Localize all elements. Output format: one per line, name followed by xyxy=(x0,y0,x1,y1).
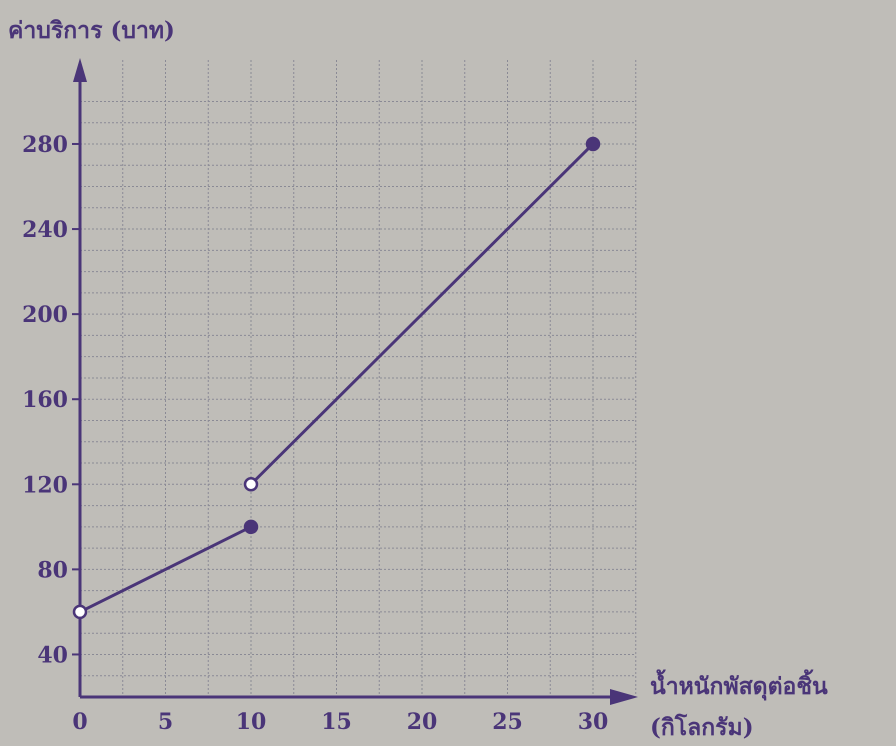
y-tick-label: 120 xyxy=(22,472,68,498)
closed-point xyxy=(585,136,601,152)
x-tick-label: 0 xyxy=(72,709,87,735)
y-tick-label: 280 xyxy=(22,132,68,158)
open-point xyxy=(243,477,259,492)
tick-labels: 40 80 120 160 200 240 280 0 5 10 15 20 25 30 xyxy=(22,132,608,735)
closed-point xyxy=(243,519,259,535)
x-tick-label: 10 xyxy=(236,709,267,735)
y-tick-label: 160 xyxy=(22,387,68,413)
series xyxy=(72,136,601,620)
x-tick-label: 15 xyxy=(321,709,352,735)
series-segment-1 xyxy=(79,525,252,614)
open-point xyxy=(72,604,88,620)
x-tick-label: 5 xyxy=(158,709,173,735)
axes xyxy=(73,58,638,705)
y-tick-label: 200 xyxy=(22,302,68,328)
grid xyxy=(80,60,637,697)
x-tick-label: 25 xyxy=(492,709,523,735)
x-axis-arrow xyxy=(610,689,638,705)
y-tick-label: 240 xyxy=(22,217,68,243)
y-tick-label: 40 xyxy=(37,642,68,668)
series-segment-2 xyxy=(249,142,595,486)
x-axis-title-line1: น้ำหนักพัสดุต่อชิ้น xyxy=(650,669,828,701)
x-tick-label: 20 xyxy=(407,709,438,735)
y-axis-title: ค่าบริการ (บาท) xyxy=(8,17,175,44)
x-axis-title-line2: (กิโลกรัม) xyxy=(650,713,754,741)
y-axis-arrow xyxy=(73,58,87,82)
x-tick-label: 30 xyxy=(578,709,609,735)
y-tick-label: 80 xyxy=(37,557,68,583)
